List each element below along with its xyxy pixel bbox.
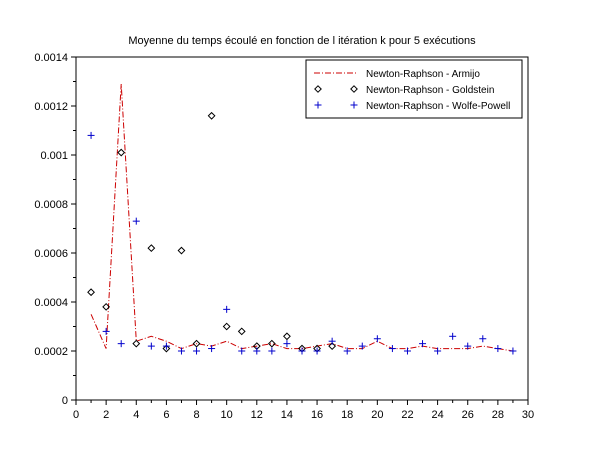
data-point-newton-raphson-wolfe-powell [509, 347, 517, 355]
data-point-newton-raphson-wolfe-powell [298, 347, 306, 355]
data-point-newton-raphson-goldstein [192, 339, 201, 348]
legend-swatch-newton-raphson-goldstein [350, 85, 358, 93]
data-point-newton-raphson-goldstein [283, 332, 291, 341]
data-point-newton-raphson-wolfe-powell [253, 347, 261, 355]
data-point-newton-raphson-wolfe-powell [132, 217, 140, 225]
x-tick-label: 8 [193, 409, 199, 421]
data-point-newton-raphson-wolfe-powell [268, 347, 276, 355]
data-point-newton-raphson-wolfe-powell [223, 305, 231, 313]
data-point-newton-raphson-goldstein [87, 288, 95, 297]
y-tick-label: 0.001 [40, 150, 68, 162]
data-point-newton-raphson-goldstein [132, 339, 141, 348]
legend-label-newton-raphson-armijo: Newton-Raphson - Armijo [366, 69, 480, 80]
data-point-newton-raphson-wolfe-powell [403, 347, 411, 355]
data-point-newton-raphson-wolfe-powell [147, 342, 155, 350]
x-tick-label: 4 [133, 409, 139, 421]
x-tick-label: 28 [492, 409, 504, 421]
data-point-newton-raphson-goldstein [177, 246, 186, 255]
data-point-newton-raphson-wolfe-powell [434, 347, 442, 355]
legend-swatch-newton-raphson-wolfe-powell [314, 101, 322, 109]
data-point-newton-raphson-wolfe-powell [479, 335, 487, 343]
legend-label-newton-raphson-wolfe-powell: Newton-Raphson - Wolfe-Powell [366, 101, 510, 112]
data-point-newton-raphson-wolfe-powell [283, 340, 291, 348]
x-tick-label: 2 [103, 409, 109, 421]
data-point-newton-raphson-wolfe-powell [87, 131, 95, 139]
data-point-newton-raphson-wolfe-powell [358, 342, 366, 350]
data-point-newton-raphson-wolfe-powell [193, 347, 201, 355]
data-point-newton-raphson-wolfe-powell [419, 340, 427, 348]
data-point-newton-raphson-wolfe-powell [208, 345, 216, 353]
y-tick-label: 0.0004 [34, 297, 68, 309]
x-tick-label: 20 [371, 409, 383, 421]
data-point-newton-raphson-wolfe-powell [313, 347, 321, 355]
x-tick-label: 26 [462, 409, 474, 421]
data-point-newton-raphson-wolfe-powell [162, 342, 170, 350]
data-point-newton-raphson-wolfe-powell [343, 347, 351, 355]
legend-label-newton-raphson-goldstein: Newton-Raphson - Goldstein [366, 85, 494, 96]
x-tick-label: 16 [311, 409, 323, 421]
legend-swatch-newton-raphson-goldstein [314, 85, 322, 93]
legend-box [305, 59, 523, 119]
data-point-newton-raphson-goldstein [207, 111, 216, 120]
data-point-newton-raphson-wolfe-powell [117, 340, 125, 348]
x-tick-label: 14 [281, 409, 293, 421]
plot-area [87, 83, 517, 355]
data-point-newton-raphson-goldstein [328, 342, 337, 351]
data-point-newton-raphson-wolfe-powell [373, 335, 381, 343]
x-tick-label: 22 [401, 409, 413, 421]
data-point-newton-raphson-wolfe-powell [464, 342, 472, 350]
data-point-newton-raphson-wolfe-powell [328, 337, 336, 345]
chart-title: Moyenne du temps écoulé en fonction de l… [128, 35, 476, 47]
y-tick-label: 0 [62, 395, 68, 407]
axes: 0 2 4 6 8 10 12 14 16 18 20 22 24 26 28 3000.00020.0004… [34, 52, 534, 421]
data-point-newton-raphson-wolfe-powell [494, 345, 502, 353]
data-point-newton-raphson-wolfe-powell [102, 327, 110, 335]
data-point-newton-raphson-wolfe-powell [177, 347, 185, 355]
data-point-newton-raphson-wolfe-powell [449, 332, 457, 340]
y-tick-label: 0.0006 [34, 248, 68, 260]
x-tick-label: 24 [431, 409, 443, 421]
y-tick-label: 0.0012 [34, 101, 68, 113]
data-point-newton-raphson-goldstein [162, 344, 171, 353]
legend: Newton-Raphson - Armijo Newton-Raphson - … [305, 59, 523, 119]
data-point-newton-raphson-goldstein [237, 327, 246, 336]
x-tick-label: 10 [221, 409, 233, 421]
x-tick-label: 18 [341, 409, 353, 421]
data-point-newton-raphson-goldstein [147, 244, 156, 253]
x-tick-label: 12 [251, 409, 263, 421]
y-tick-label: 0.0014 [34, 52, 68, 64]
y-tick-label: 0.0002 [34, 346, 68, 358]
x-tick-label: 30 [522, 409, 534, 421]
y-tick-label: 0.0008 [34, 199, 68, 211]
data-point-newton-raphson-wolfe-powell [238, 347, 246, 355]
data-point-newton-raphson-goldstein [117, 148, 126, 157]
series-line-newton-raphson-armijo [90, 83, 513, 352]
data-point-newton-raphson-goldstein [222, 322, 231, 331]
data-point-newton-raphson-goldstein [267, 339, 276, 348]
legend-swatch-newton-raphson-wolfe-powell [350, 101, 358, 109]
x-tick-label: 6 [163, 409, 169, 421]
data-point-newton-raphson-wolfe-powell [388, 345, 396, 353]
x-tick-label: 0 [73, 409, 79, 421]
data-point-newton-raphson-goldstein [102, 302, 111, 311]
